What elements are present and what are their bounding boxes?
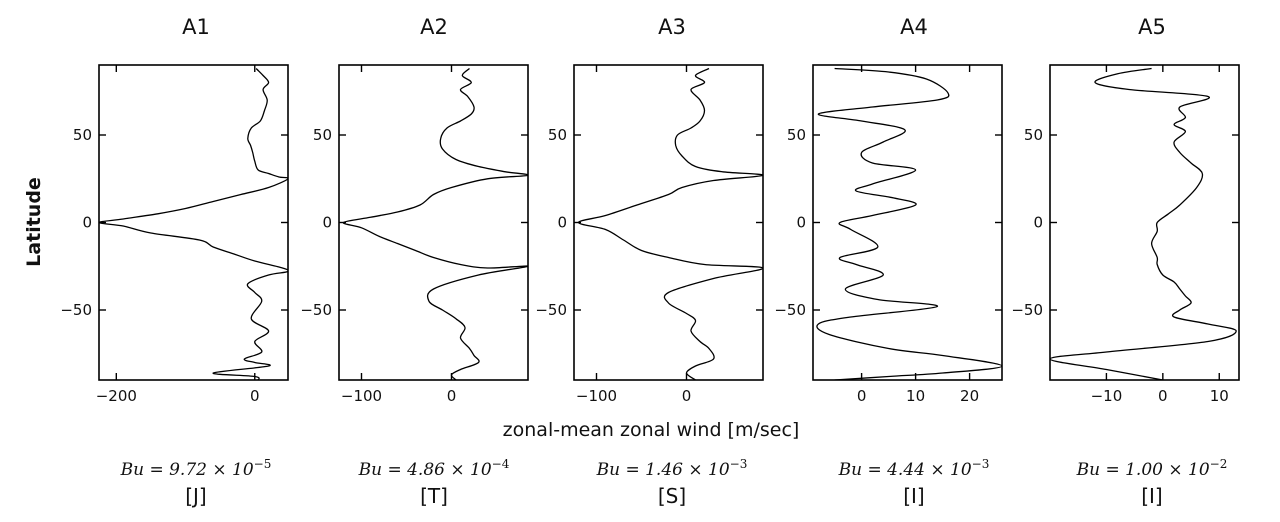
- x-tick-label: 0: [1158, 387, 1168, 405]
- panel-a1: A1 −50 0 50 −200 0 Bu = 9.72 × 10−5 [J]: [60, 15, 289, 508]
- plot-frame: [98, 64, 289, 381]
- burger-number-label: Bu = 1.46 × 10−3: [596, 457, 748, 480]
- x-tick-label: 10: [1210, 387, 1229, 405]
- y-tick-label: −50: [60, 301, 92, 319]
- category-label: [I]: [1141, 484, 1163, 508]
- panel-title: A3: [658, 15, 686, 39]
- panel-a4: A4 −50 0 50 0 10 20 Bu = 4.44 × 10−3 [I]: [774, 15, 1003, 508]
- y-tick-label: 50: [1024, 126, 1043, 144]
- category-label: [I]: [903, 484, 925, 508]
- x-tick-label: 0: [250, 387, 260, 405]
- panel-title: A5: [1138, 15, 1166, 39]
- panel-a3: A3 −50 0 50 −100 0 Bu = 1.46 × 10−3 [S]: [535, 15, 764, 508]
- wind-profile-line: [577, 67, 763, 380]
- panel-title: A1: [182, 15, 210, 39]
- y-tick-label: −50: [1011, 301, 1043, 319]
- x-tick-label: −10: [1091, 387, 1123, 405]
- y-tick-label: 50: [787, 126, 806, 144]
- y-tick-label: 50: [73, 126, 92, 144]
- panel-title: A4: [900, 15, 928, 39]
- plot-frame: [1049, 64, 1240, 381]
- wind-profile-line: [816, 67, 1002, 380]
- burger-number-label: Bu = 1.00 × 10−2: [1076, 457, 1228, 480]
- category-label: [S]: [658, 484, 686, 508]
- x-tick-label: 0: [447, 387, 457, 405]
- panels: A1 −50 0 50 −200 0 Bu = 9.72 × 10−5 [J] A2 −50 0 50…: [60, 15, 1240, 508]
- y-tick-label: 0: [82, 214, 92, 232]
- y-tick-label: 0: [1033, 214, 1043, 232]
- burger-number-label: Bu = 4.86 × 10−4: [358, 457, 510, 480]
- wind-profile-line: [1050, 67, 1237, 380]
- panel-a2: A2 −50 0 50 −100 0 Bu = 4.86 × 10−4 [T]: [300, 15, 529, 508]
- wind-profile-line: [99, 68, 288, 380]
- category-label: [T]: [420, 484, 448, 508]
- wind-profile-line: [342, 68, 528, 380]
- x-tick-label: 0: [857, 387, 867, 405]
- y-tick-label: −50: [535, 301, 567, 319]
- x-tick-label: 10: [906, 387, 925, 405]
- y-tick-label: 0: [796, 214, 806, 232]
- x-tick-label: −200: [96, 387, 137, 405]
- y-tick-label: 50: [313, 126, 332, 144]
- y-tick-label: 0: [322, 214, 332, 232]
- x-tick-label: −100: [576, 387, 617, 405]
- plot-frame: [338, 64, 529, 381]
- x-axis-label: zonal-mean zonal wind [m/sec]: [503, 419, 800, 441]
- x-tick-label: −100: [341, 387, 382, 405]
- panel-a5: A5 −50 0 50 −10 0 10 Bu = 1.00 × 10−2 [I]: [1011, 15, 1240, 508]
- burger-number-label: Bu = 9.72 × 10−5: [120, 457, 272, 480]
- y-axis-label: Latitude: [23, 177, 45, 267]
- x-tick-label: 0: [682, 387, 692, 405]
- y-tick-label: −50: [300, 301, 332, 319]
- y-tick-label: 0: [557, 214, 567, 232]
- category-label: [J]: [185, 484, 207, 508]
- y-tick-label: 50: [548, 126, 567, 144]
- plot-frame: [573, 64, 764, 381]
- x-tick-label: 20: [960, 387, 979, 405]
- burger-number-label: Bu = 4.44 × 10−3: [838, 457, 990, 480]
- panel-title: A2: [420, 15, 448, 39]
- y-tick-label: −50: [774, 301, 806, 319]
